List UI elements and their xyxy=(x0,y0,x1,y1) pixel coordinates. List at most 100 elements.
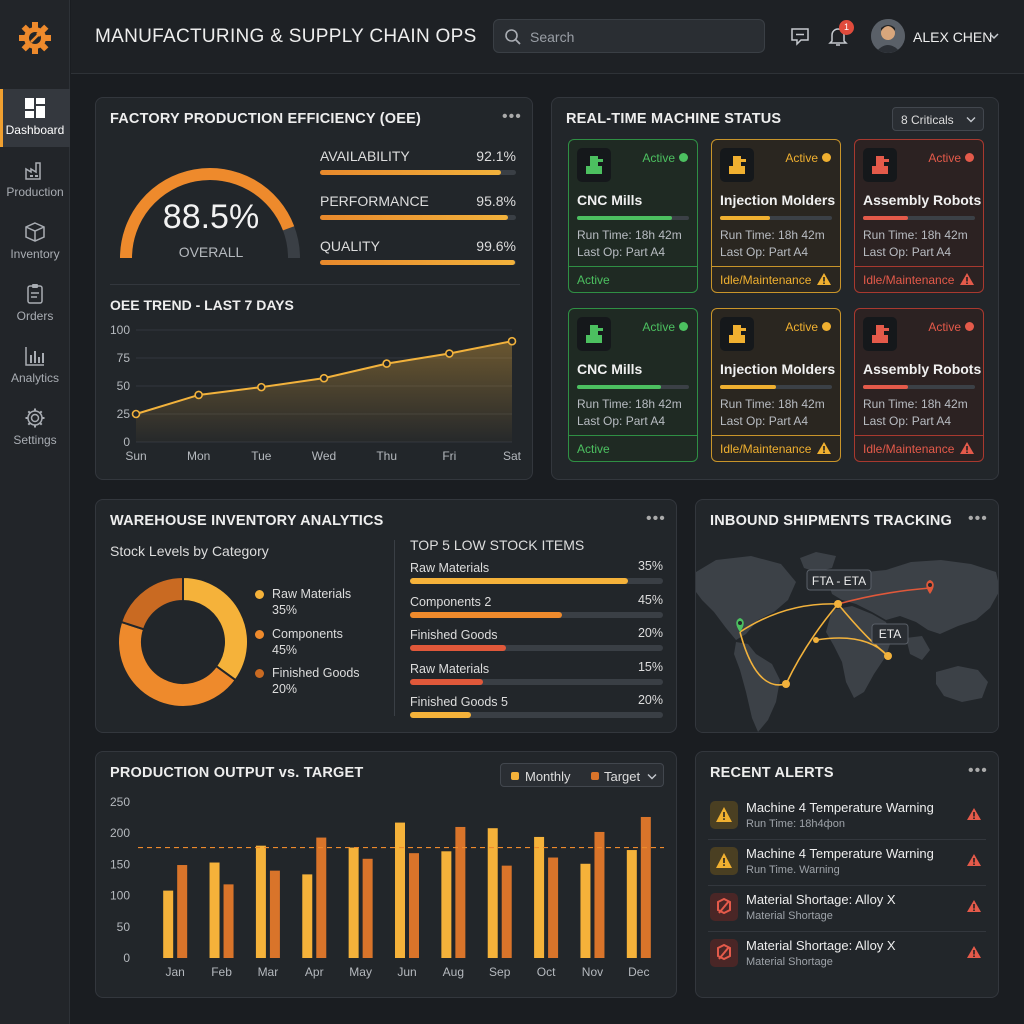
trend-area xyxy=(136,341,512,442)
low-stock-item[interactable]: Finished Goods 5 20% xyxy=(410,693,663,718)
legend-name: Finished Goods xyxy=(272,666,360,680)
bar-target-nov[interactable] xyxy=(594,831,605,958)
sidebar-item-label: Production xyxy=(6,185,64,199)
sidebar-item-inventory[interactable]: Inventory xyxy=(0,213,70,271)
machine-card[interactable]: Active CNC Mills Run Time: 18h 42m Last … xyxy=(568,139,698,293)
alert-row[interactable]: Machine 4 Temperature Warning Run Time. … xyxy=(708,840,986,886)
alert-row[interactable]: Material Shortage: Alloy X Material Shor… xyxy=(708,932,986,978)
search-icon xyxy=(505,29,521,45)
trend-point[interactable] xyxy=(131,409,141,419)
trend-point[interactable] xyxy=(507,336,517,346)
more-options-icon[interactable]: ••• xyxy=(502,108,522,125)
avatar[interactable] xyxy=(871,19,905,53)
bar-monthly-oct[interactable] xyxy=(534,836,545,958)
warning-icon xyxy=(710,847,738,875)
gear-logo-icon xyxy=(19,22,51,54)
search-input[interactable] xyxy=(530,26,750,48)
machine-footer-label: Idle/Maintenance xyxy=(863,273,955,287)
low-stock-bar xyxy=(410,645,507,651)
sidebar-item-analytics[interactable]: Analytics xyxy=(0,337,70,395)
alert-row[interactable]: Machine 4 Temperature Warning Run Time: … xyxy=(708,794,986,840)
bar-target-aug[interactable] xyxy=(455,826,466,958)
machine-footer-label: Idle/Maintenance xyxy=(863,442,955,456)
x-tick-label: Jun xyxy=(397,965,416,979)
machine-card[interactable]: Active Injection Molders Run Time: 18h 4… xyxy=(711,308,841,462)
sidebar-item-settings[interactable]: Settings xyxy=(0,399,70,457)
oee-gauge xyxy=(120,168,300,259)
machine-card[interactable]: Active Injection Molders Run Time: 18h 4… xyxy=(711,139,841,293)
low-stock-item[interactable]: Components 2 45% xyxy=(410,593,663,618)
machine-progress-bar xyxy=(577,385,661,389)
sidebar-item-dashboard[interactable]: Dashboard xyxy=(0,89,70,147)
bar-target-jun[interactable] xyxy=(409,853,419,958)
search-box[interactable] xyxy=(493,19,765,53)
bar-monthly-aug[interactable] xyxy=(441,851,452,958)
bar-monthly-jan[interactable] xyxy=(163,890,174,958)
more-options-icon[interactable]: ••• xyxy=(968,762,988,779)
low-stock-item[interactable]: Raw Materials 15% xyxy=(410,660,663,685)
trend-point[interactable] xyxy=(319,373,329,383)
donut-slice-finished-goods[interactable] xyxy=(119,575,184,631)
metric-value: 99.6% xyxy=(476,238,516,254)
bar-monthly-may[interactable] xyxy=(348,847,359,958)
metric-bar xyxy=(320,260,516,265)
oee-panel: FACTORY PRODUCTION EFFICIENCY (OEE) ••• … xyxy=(95,97,533,480)
alert-subtitle: Material Shortage xyxy=(746,910,833,922)
trend-point[interactable] xyxy=(257,382,266,392)
message-icon[interactable] xyxy=(789,25,811,47)
bar-target-mar[interactable] xyxy=(269,870,280,958)
machine-card[interactable]: Active CNC Mills Run Time: 18h 42m Last … xyxy=(568,308,698,462)
bar-target-oct[interactable] xyxy=(548,857,559,958)
low-stock-name: Raw Materials xyxy=(410,661,490,676)
low-stock-item[interactable]: Raw Materials 35% xyxy=(410,559,663,584)
machine-footer: Idle/Maintenance xyxy=(712,266,840,292)
bar-monthly-mar[interactable] xyxy=(255,845,266,958)
bar-monthly-nov[interactable] xyxy=(580,863,591,958)
bar-monthly-sep[interactable] xyxy=(487,828,498,958)
inventory-panel: WAREHOUSE INVENTORY ANALYTICS ••• Stock … xyxy=(95,499,677,733)
low-stock-bar xyxy=(410,712,471,718)
more-options-icon[interactable]: ••• xyxy=(646,510,666,527)
warning-icon xyxy=(960,273,974,285)
trend-point[interactable] xyxy=(194,390,203,400)
x-tick-label: Sat xyxy=(503,449,522,463)
dashboard-icon xyxy=(25,98,45,118)
machine-status-text: Active xyxy=(785,151,818,165)
donut-slice-raw-materials[interactable] xyxy=(182,575,249,682)
bar-target-apr[interactable] xyxy=(316,837,327,958)
alert-title: Material Shortage: Alloy X xyxy=(746,892,896,907)
chevron-down-icon xyxy=(647,774,657,780)
sidebar-item-orders[interactable]: Orders xyxy=(0,275,70,333)
donut-slice-components[interactable] xyxy=(117,620,237,708)
bar-monthly-dec[interactable] xyxy=(626,850,637,958)
metric-label: PERFORMANCE xyxy=(320,193,429,209)
trend-point[interactable] xyxy=(445,349,454,358)
factory-icon xyxy=(25,162,41,180)
more-options-icon[interactable]: ••• xyxy=(968,510,988,527)
bar-target-may[interactable] xyxy=(362,858,373,958)
criticals-filter-dropdown[interactable]: 8 Criticals xyxy=(892,107,984,131)
machine-card[interactable]: Active Assembly Robots Run Time: 18h 42m… xyxy=(854,308,984,462)
status-dot xyxy=(822,322,831,331)
trend-point[interactable] xyxy=(382,359,391,368)
output-legend-dropdown[interactable]: Monthly Target xyxy=(500,763,664,787)
bar-monthly-apr[interactable] xyxy=(302,874,313,958)
x-tick-label: Mar xyxy=(258,965,279,979)
world-map[interactable] xyxy=(696,542,999,733)
bar-monthly-feb[interactable] xyxy=(209,862,220,958)
bar-target-dec[interactable] xyxy=(640,816,651,958)
bar-target-feb[interactable] xyxy=(223,884,234,958)
machine-card[interactable]: Active Assembly Robots Run Time: 18h 42m… xyxy=(854,139,984,293)
legend-pct: 35% xyxy=(272,603,298,617)
x-tick-label: Feb xyxy=(211,965,232,979)
user-name[interactable]: ALEX CHEN xyxy=(913,29,993,45)
sidebar-item-production[interactable]: Production xyxy=(0,151,70,209)
alert-row[interactable]: Material Shortage: Alloy X Material Shor… xyxy=(708,886,986,932)
bar-monthly-jun[interactable] xyxy=(395,822,405,958)
metric-label: QUALITY xyxy=(320,238,380,254)
low-stock-item[interactable]: Finished Goods 20% xyxy=(410,626,663,651)
bar-target-jan[interactable] xyxy=(177,865,188,958)
chevron-down-icon[interactable] xyxy=(988,30,1000,42)
bar-target-sep[interactable] xyxy=(501,865,512,958)
criticals-filter-label: 8 Criticals xyxy=(901,113,954,127)
